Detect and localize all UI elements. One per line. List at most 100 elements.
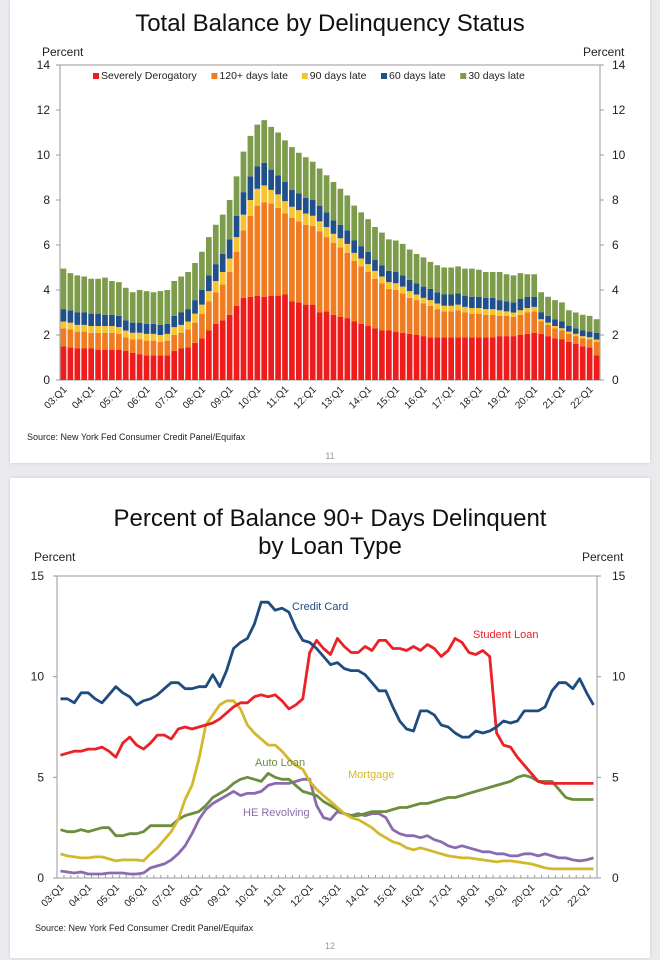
bar-segment-90-days-late xyxy=(268,189,274,204)
bar-segment-90-days-late xyxy=(358,258,364,267)
bar-segment-120-days-late xyxy=(489,314,496,338)
bar-segment-90-days-late xyxy=(406,291,413,298)
bar-segment-120-days-late xyxy=(496,315,503,337)
bar-segment-90-days-late xyxy=(566,331,572,334)
bar-segment-severely-derogatory xyxy=(233,305,240,380)
bar-segment-120-days-late xyxy=(289,218,295,302)
bar-segment-60-days-late xyxy=(586,331,593,338)
legend-swatch xyxy=(301,73,308,79)
bar-segment-90-days-late xyxy=(379,276,385,284)
bar-segment-120-days-late xyxy=(268,203,274,296)
bar-segment-30-days-late xyxy=(489,272,496,298)
legend-label: 60 days late xyxy=(389,70,446,82)
stacked-bar-chart: 0 0 2 2 4 4 6 6 8 8 10 10 12 12 14 14 03:Q1 04:Q1 05:Q1 06:… xyxy=(37,58,626,411)
series-annotation: Auto Loan xyxy=(255,757,305,769)
bar-segment-120-days-late xyxy=(427,305,434,338)
bar-segment-120-days-late xyxy=(67,329,74,348)
bar-segment-120-days-late xyxy=(399,293,406,333)
bar-segment-severely-derogatory xyxy=(448,337,454,380)
bar-segment-120-days-late xyxy=(365,272,371,326)
bar-segment-60-days-late xyxy=(524,296,531,308)
bar-segment-severely-derogatory xyxy=(552,338,558,381)
bar-segment-severely-derogatory xyxy=(185,347,191,381)
bar-segment-severely-derogatory xyxy=(344,318,351,381)
y-tick-label-right: 8 xyxy=(612,193,619,207)
bar-segment-90-days-late xyxy=(233,237,240,252)
bar-segment-90-days-late xyxy=(455,304,461,311)
bar-segment-30-days-late xyxy=(247,135,254,177)
bar-segment-60-days-late xyxy=(261,162,268,186)
y-tick-label-right: 12 xyxy=(612,103,626,117)
bar-segment-120-days-late xyxy=(476,313,482,338)
bar-segment-30-days-late xyxy=(212,224,219,265)
bar-segment-120-days-late xyxy=(572,336,579,345)
y-tick-label-left: 0 xyxy=(43,373,50,387)
bar-segment-30-days-late xyxy=(129,292,136,323)
bar-segment-severely-derogatory xyxy=(240,297,247,381)
bar-segment-120-days-late xyxy=(372,278,378,329)
bar-segment-60-days-late xyxy=(289,189,295,207)
bar-segment-90-days-late xyxy=(157,335,164,342)
bar-segment-30-days-late xyxy=(309,161,316,200)
bar-segment-90-days-late xyxy=(102,326,108,333)
bar-segment-90-days-late xyxy=(462,306,468,313)
y-tick-label-right: 2 xyxy=(612,328,619,342)
bar-segment-30-days-late xyxy=(434,265,441,293)
chart-title: Total Balance by Delinquency Status xyxy=(135,10,525,37)
x-tick-label: 05:Q1 xyxy=(98,384,125,411)
bar-segment-severely-derogatory xyxy=(206,330,212,380)
bar-segment-90-days-late xyxy=(399,286,406,294)
bar-segment-60-days-late xyxy=(192,300,198,314)
bar-segment-60-days-late xyxy=(482,297,489,310)
bar-segment-severely-derogatory xyxy=(67,347,74,381)
bar-segment-60-days-late xyxy=(226,239,233,259)
bar-segment-30-days-late xyxy=(552,300,558,320)
x-tick-label: 18:Q1 xyxy=(458,384,485,411)
bar-segment-30-days-late xyxy=(337,188,344,225)
bar-segment-severely-derogatory xyxy=(143,355,150,380)
bar-segment-60-days-late xyxy=(164,323,171,334)
bar-segment-30-days-late xyxy=(517,273,524,300)
bar-segment-60-days-late xyxy=(212,264,219,282)
x-tick-label: 12:Q1 xyxy=(289,882,316,909)
bar-segment-30-days-late xyxy=(372,227,378,260)
bar-segment-90-days-late xyxy=(129,332,136,340)
legend-label: Severely Derogatory xyxy=(101,70,197,82)
bar-segment-severely-derogatory xyxy=(74,348,81,380)
y-tick-label-left: 15 xyxy=(31,569,45,583)
bar-segment-30-days-late xyxy=(296,152,302,194)
x-tick-label: 14:Q1 xyxy=(347,384,374,411)
bar-segment-30-days-late xyxy=(282,140,288,182)
bar-segment-120-days-late xyxy=(593,341,600,356)
bar-segment-120-days-late xyxy=(538,321,544,334)
bar-segment-60-days-late xyxy=(531,296,538,307)
y-tick-label-left: 2 xyxy=(43,328,50,342)
bar-segment-120-days-late xyxy=(143,340,150,356)
x-tick-label: 07:Q1 xyxy=(150,882,177,909)
bar-segment-30-days-late xyxy=(462,268,468,296)
bar-segment-120-days-late xyxy=(386,288,392,331)
bar-segment-severely-derogatory xyxy=(192,342,198,381)
bar-segment-severely-derogatory xyxy=(109,349,115,381)
bar-segment-120-days-late xyxy=(503,315,510,337)
bar-segment-30-days-late xyxy=(219,214,226,255)
bar-segment-severely-derogatory xyxy=(136,354,143,381)
bar-segment-90-days-late xyxy=(469,308,475,314)
bar-segment-60-days-late xyxy=(579,330,586,337)
bar-segment-severely-derogatory xyxy=(406,333,413,381)
bar-segment-120-days-late xyxy=(81,331,88,349)
y-tick-label-left: 10 xyxy=(37,148,51,162)
x-tick-label: 04:Q1 xyxy=(67,882,94,909)
bar-segment-30-days-late xyxy=(344,195,351,231)
bar-segment-90-days-late xyxy=(60,321,67,329)
bar-segment-severely-derogatory xyxy=(489,337,496,380)
y-tick-label-right: 15 xyxy=(612,569,626,583)
bar-segment-30-days-late xyxy=(185,272,191,310)
bar-segment-60-days-late xyxy=(462,295,468,307)
bar-segment-severely-derogatory xyxy=(531,332,538,380)
bar-segment-severely-derogatory xyxy=(386,330,392,380)
x-tick-label: 21:Q1 xyxy=(541,384,568,411)
x-tick-label: 15:Q1 xyxy=(375,384,402,411)
bar-segment-120-days-late xyxy=(102,332,108,350)
bar-segment-120-days-late xyxy=(171,335,178,351)
